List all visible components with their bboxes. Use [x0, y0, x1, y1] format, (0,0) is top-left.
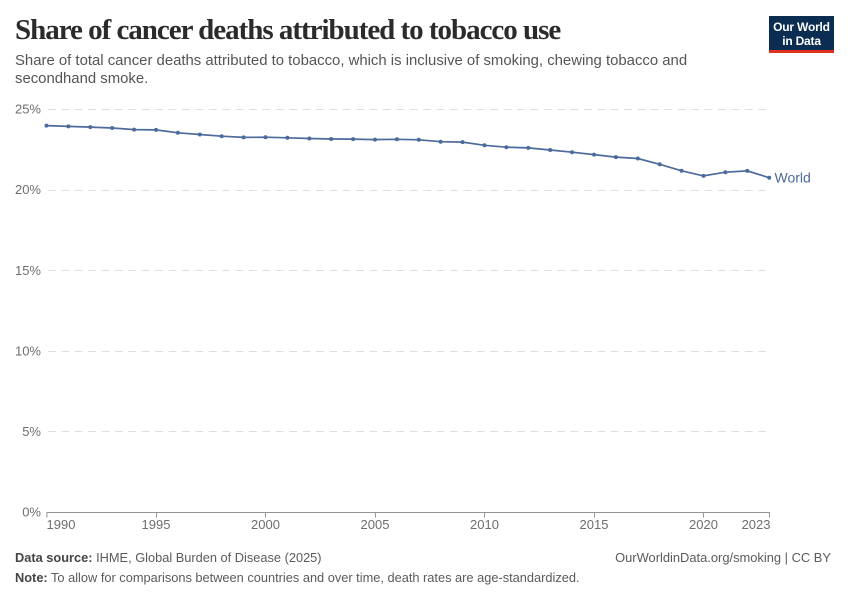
svg-text:World: World	[775, 170, 811, 186]
svg-text:1995: 1995	[142, 517, 171, 532]
svg-text:2020: 2020	[689, 517, 718, 532]
svg-text:1990: 1990	[47, 517, 76, 532]
svg-text:0%: 0%	[22, 505, 41, 520]
svg-text:2005: 2005	[361, 517, 390, 532]
svg-text:10%: 10%	[15, 343, 41, 358]
svg-text:2015: 2015	[580, 517, 609, 532]
svg-text:2023: 2023	[742, 517, 771, 532]
svg-text:15%: 15%	[15, 263, 41, 278]
svg-text:5%: 5%	[22, 424, 41, 439]
svg-text:25%: 25%	[15, 102, 41, 117]
svg-text:2000: 2000	[251, 517, 280, 532]
svg-text:20%: 20%	[15, 182, 41, 197]
svg-text:2010: 2010	[470, 517, 499, 532]
